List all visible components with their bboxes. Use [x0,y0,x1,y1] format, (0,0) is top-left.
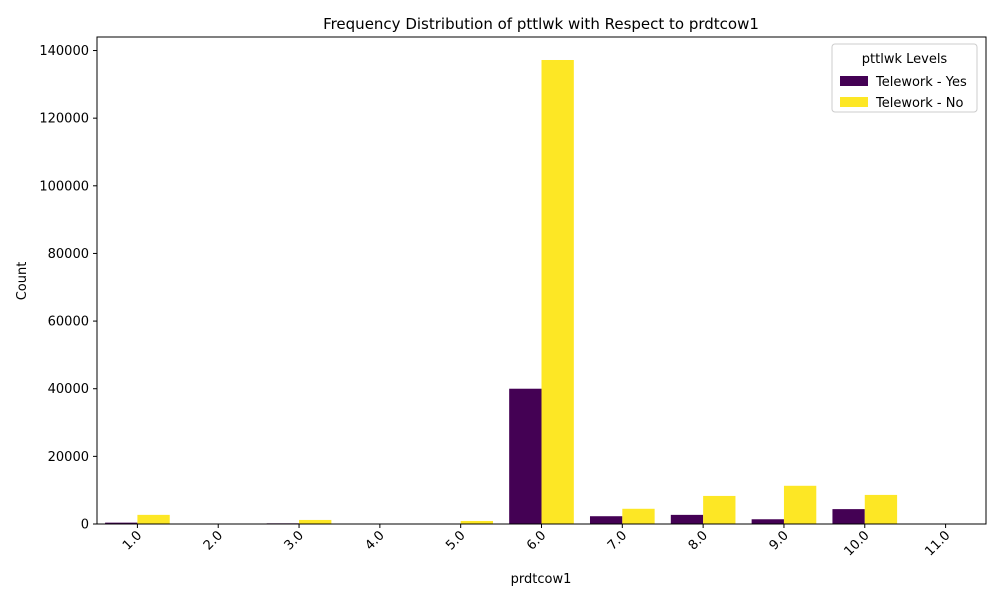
bar-telework-no-7 [703,496,735,524]
x-tick-label: 2.0 [201,528,226,553]
x-tick-label: 10.0 [842,528,873,559]
y-tick-label: 140000 [39,44,89,59]
bar-telework-yes-6 [590,516,622,524]
bar-telework-no-2 [299,520,331,524]
y-tick-label: 60000 [48,315,89,330]
bar-telework-no-6 [622,509,654,524]
bar-telework-yes-8 [752,519,784,524]
y-tick-label: 20000 [48,450,89,465]
legend-swatch [840,97,868,107]
y-tick-label: 40000 [48,382,89,397]
x-axis-label: prdtcow1 [511,572,572,587]
legend: pttlwk Levels Telework - Yes Telework - No [832,44,977,112]
x-tick-label: 11.0 [922,528,953,559]
x-tick-label: 6.0 [524,528,549,553]
y-tick-label: 0 [81,518,89,533]
bar-telework-no-8 [784,486,816,524]
bar-telework-no-5 [542,60,574,524]
x-tick-label: 9.0 [767,528,792,553]
chart-title: Frequency Distribution of pttlwk with Re… [323,15,759,33]
y-tick-label: 100000 [39,179,89,194]
legend-entry: Telework - Yes [875,75,967,90]
x-tick-label: 1.0 [120,528,145,553]
x-tick-label: 5.0 [443,528,468,553]
y-axis-label: Count [15,262,30,301]
y-tick-label: 80000 [48,247,89,262]
x-tick-label: 3.0 [282,528,307,553]
legend-title: pttlwk Levels [862,52,948,67]
bar-telework-no-9 [865,495,897,524]
bar-telework-yes-9 [832,509,864,524]
x-tick-label: 7.0 [605,528,630,553]
legend-entry: Telework - No [875,96,963,111]
bar-telework-yes-7 [671,515,703,524]
x-tick-label: 4.0 [362,528,387,553]
x-tick-label: 8.0 [686,528,711,553]
plot-area [105,60,897,524]
bar-telework-yes-5 [509,389,541,524]
y-tick-label: 120000 [39,112,89,127]
legend-swatch [840,76,868,86]
bar-telework-no-0 [137,515,169,524]
